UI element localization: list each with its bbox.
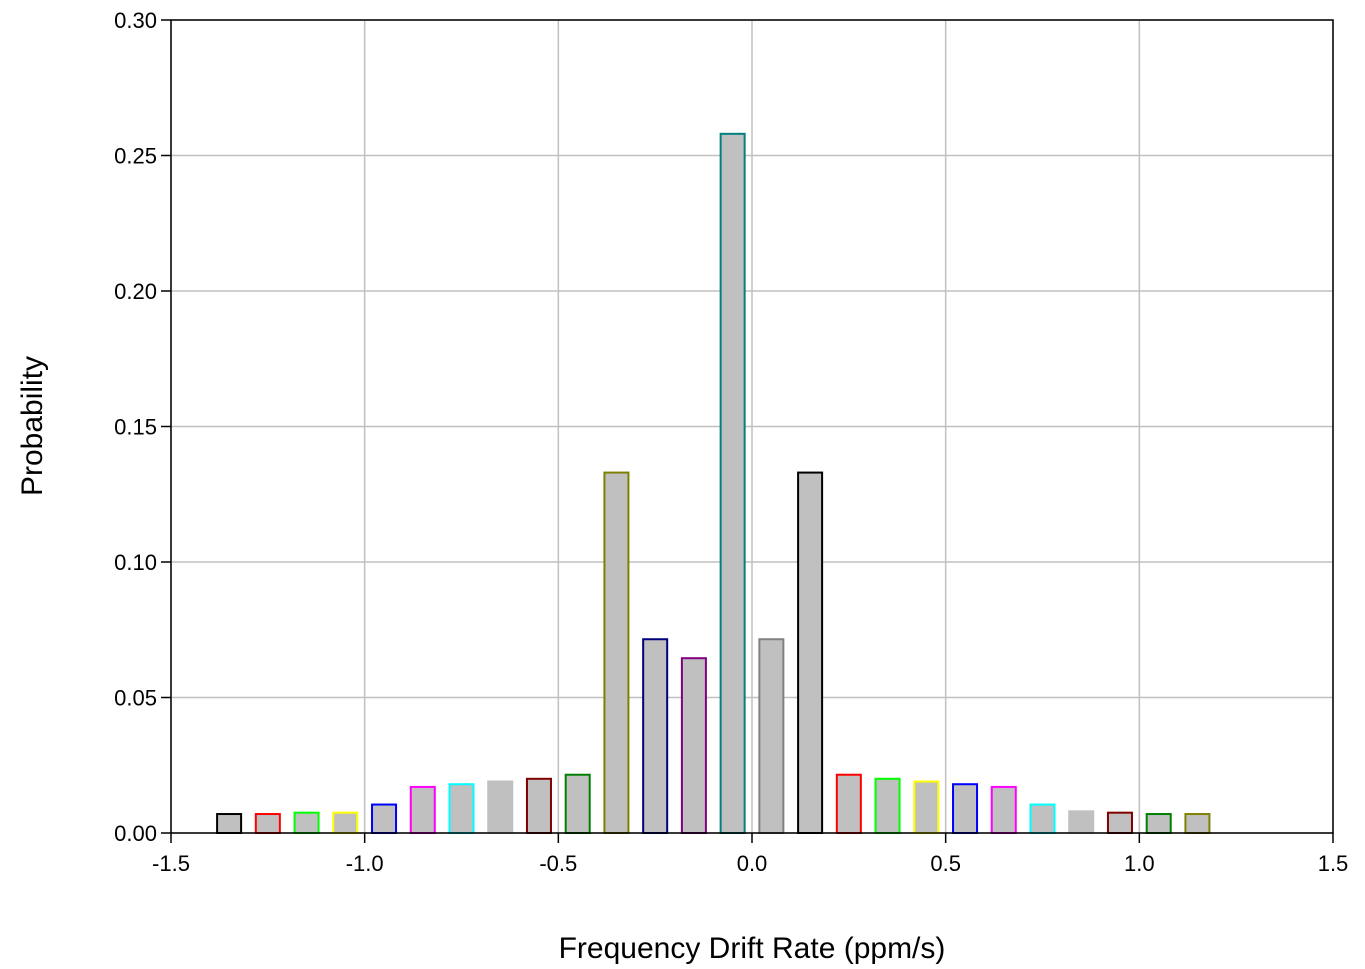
bar — [409, 785, 436, 834]
x-axis-title: Frequency Drift Rate (ppm/s) — [559, 932, 946, 965]
y-tick-label: 0.00 — [114, 821, 157, 846]
x-tick-label: 1.5 — [1318, 851, 1349, 876]
bar — [448, 783, 475, 834]
bar — [603, 471, 630, 834]
bar — [1145, 813, 1172, 835]
y-tick-label: 0.30 — [114, 8, 157, 33]
bar — [216, 813, 243, 835]
bar — [1068, 810, 1095, 835]
bar — [797, 471, 824, 834]
bar — [1184, 813, 1211, 835]
x-tick-label: 1.0 — [1124, 851, 1155, 876]
x-tick-label: -0.5 — [539, 851, 577, 876]
bar — [564, 773, 591, 834]
bar — [874, 777, 901, 834]
bar — [719, 132, 746, 834]
bar — [254, 813, 281, 835]
x-tick-label: -1.5 — [152, 851, 190, 876]
bar — [525, 777, 552, 834]
bar — [371, 803, 398, 834]
bar — [1029, 803, 1056, 834]
y-tick-label: 0.25 — [114, 144, 157, 169]
y-tick-label: 0.10 — [114, 550, 157, 575]
bar — [913, 780, 940, 835]
y-tick-label: 0.05 — [114, 686, 157, 711]
bar — [487, 780, 514, 835]
bar — [1106, 811, 1133, 834]
x-tick-label: 0.5 — [930, 851, 961, 876]
bar — [332, 811, 359, 834]
bar — [835, 773, 862, 834]
bar — [680, 657, 707, 835]
axis-ticks — [161, 19, 1334, 843]
x-tick-label: -1.0 — [346, 851, 384, 876]
bar — [758, 638, 785, 834]
bar — [293, 811, 320, 834]
y-tick-label: 0.15 — [114, 415, 157, 440]
bar — [990, 785, 1017, 834]
x-tick-label: 0.0 — [737, 851, 768, 876]
bar — [952, 783, 979, 834]
y-axis-title: Probability — [16, 356, 49, 496]
x-tick-labels: -1.5 -1.0 -0.5 0.0 0.5 1.0 1.5 — [152, 851, 1348, 876]
bar — [642, 638, 669, 834]
y-tick-labels: 0.00 0.05 0.10 0.15 0.20 0.25 0.30 — [114, 8, 157, 846]
y-tick-label: 0.20 — [114, 279, 157, 304]
